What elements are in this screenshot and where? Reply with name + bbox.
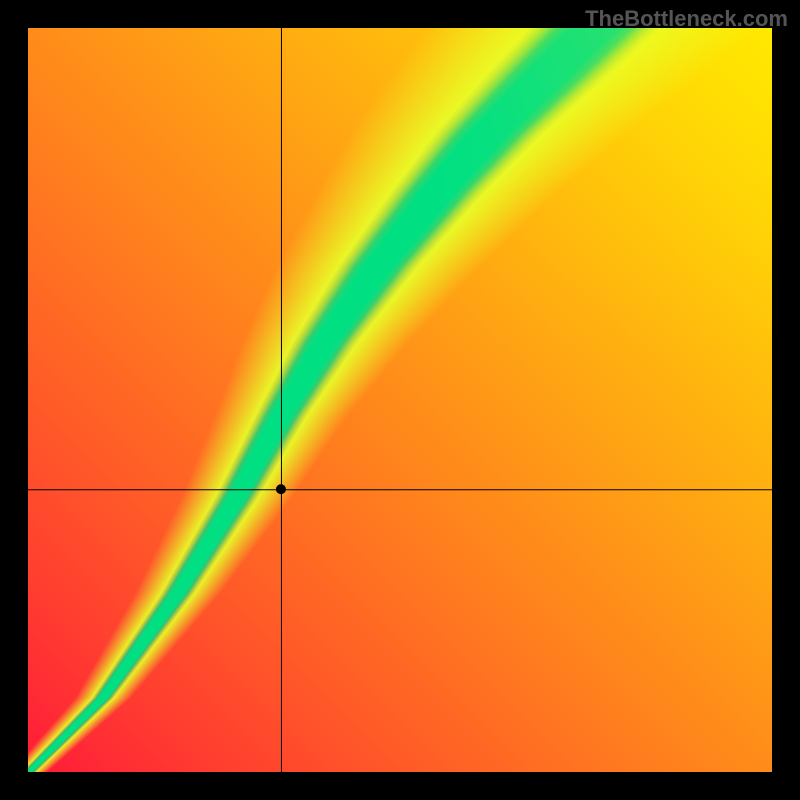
heatmap-canvas [0,0,800,800]
watermark-text: TheBottleneck.com [585,6,788,32]
chart-container: TheBottleneck.com [0,0,800,800]
